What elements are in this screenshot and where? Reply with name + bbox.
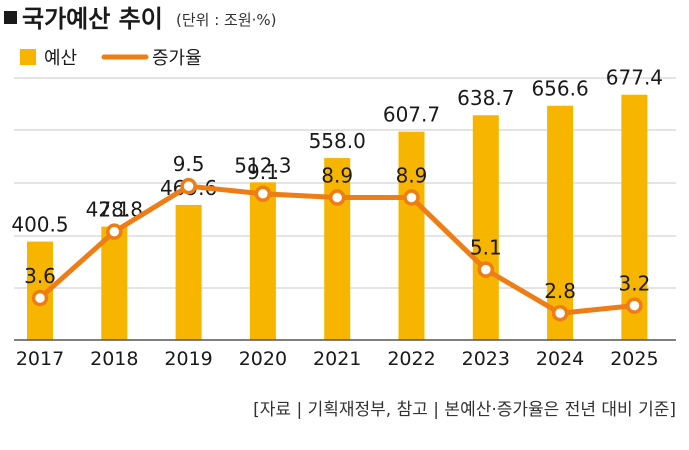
- x-tick-label-2021: 2021: [313, 348, 361, 370]
- x-axis: 2017 2018 2019 2020 2021 2022 2023 2024 2025: [14, 339, 676, 370]
- growth-value-labels: 3.6 7.1 9.5 9.1 8.9 8.9 5.1 2.8 3.2: [24, 152, 650, 303]
- growth-point-2019: [180, 177, 197, 195]
- bar-value-label-2024: 656.6: [531, 77, 588, 101]
- x-tick-label-2024: 2024: [536, 348, 584, 370]
- bar-value-label-2020: 512.3: [234, 153, 291, 177]
- bar-value-label-2017: 400.5: [11, 213, 68, 237]
- growth-value-label-2024: 2.8: [544, 279, 576, 303]
- bar-2019: [175, 204, 202, 340]
- source-note: [자료 | 기획재정부, 참고 | 본예산·증가율은 전년 대비 기준]: [253, 400, 676, 420]
- bar-value-label-2022: 607.7: [383, 103, 440, 127]
- growth-point-2017: [31, 289, 49, 307]
- growth-point-2018: [106, 223, 123, 240]
- unit-label: (단위 : 조원·%): [176, 11, 277, 29]
- growth-value-label-2023: 5.1: [470, 236, 502, 260]
- growth-point-2024: [551, 304, 569, 322]
- bar-2020: [249, 182, 276, 340]
- legend-bar-label: 예산: [44, 48, 77, 69]
- growth-line: [31, 177, 643, 322]
- bar-2021: [324, 158, 351, 340]
- growth-point-2021: [328, 189, 346, 206]
- title-square-icon: [4, 11, 17, 24]
- x-tick-label-2023: 2023: [462, 348, 510, 370]
- bar-2022: [398, 131, 425, 340]
- growth-value-label-2019: 9.5: [173, 152, 205, 176]
- x-tick-label-2019: 2019: [164, 348, 212, 370]
- x-tick-label-2020: 2020: [239, 348, 287, 370]
- growth-value-label-2018: 7.1: [98, 198, 130, 222]
- x-tick-label-2018: 2018: [90, 348, 138, 370]
- growth-value-label-2021: 8.9: [321, 164, 353, 188]
- x-tick-label-2022: 2022: [387, 348, 435, 370]
- growth-value-label-2017: 3.6: [24, 264, 56, 288]
- bar-value-label-2021: 558.0: [309, 129, 366, 153]
- bar-value-label-2023: 638.7: [457, 86, 514, 110]
- growth-value-label-2025: 3.2: [618, 272, 650, 296]
- bar-value-label-2025: 677.4: [606, 66, 663, 90]
- x-tick-label-2017: 2017: [16, 348, 64, 370]
- growth-point-2023: [477, 261, 495, 278]
- bar-2024: [547, 105, 574, 340]
- chart-title: 국가예산 추이: [22, 5, 163, 33]
- x-tick-label-2025: 2025: [610, 348, 658, 370]
- growth-point-2020: [254, 185, 272, 203]
- growth-value-label-2022: 8.9: [396, 164, 428, 188]
- growth-value-label-2020: 9.1: [247, 160, 279, 184]
- bars: [27, 94, 648, 341]
- legend-line-label: 증가율: [152, 48, 202, 69]
- bar-2018: [101, 226, 128, 340]
- legend-bar-swatch: [20, 49, 36, 65]
- growth-point-2025: [626, 297, 643, 314]
- bar-2023: [472, 115, 499, 341]
- growth-point-2022: [403, 189, 420, 206]
